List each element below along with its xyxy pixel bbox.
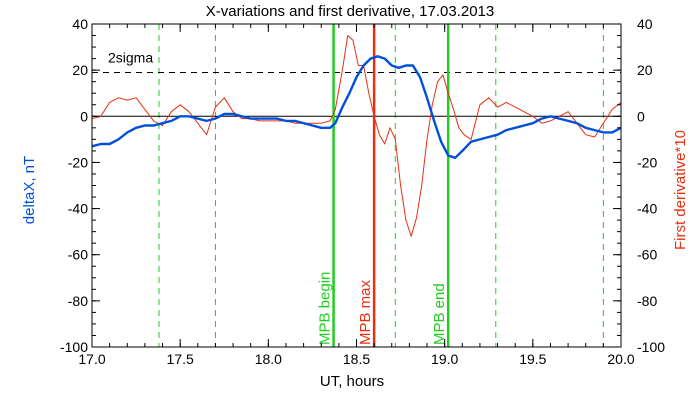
y-tick-label-left: 0 [80, 108, 88, 124]
marker-label: MPB max [357, 279, 374, 345]
y-tick-label-left: -20 [68, 154, 88, 170]
y-tick-label-right: 40 [637, 16, 653, 32]
y-tick-label-left: 40 [72, 16, 88, 32]
y-tick-label-right: -20 [637, 154, 657, 170]
y-tick-label-left: -40 [68, 201, 88, 217]
x-tick-label: 20.0 [607, 351, 634, 367]
x-tick-label: 19.0 [431, 351, 458, 367]
y-tick-label-left: -100 [60, 339, 88, 355]
y-tick-label-left: -60 [68, 247, 88, 263]
reference-lines: 2sigma [92, 49, 621, 117]
series-line [91, 35, 622, 237]
marker-label: MPB end [431, 283, 448, 345]
dashed-markers [158, 24, 604, 347]
x-tick-label: 19.5 [519, 351, 546, 367]
y-axis-left-label: deltaX, nT [21, 156, 38, 224]
series-lines [91, 35, 622, 237]
y-tick-label-right: -100 [637, 339, 665, 355]
event-markers: MPB begin MPB max MPB end [317, 24, 450, 347]
y-tick-label-right: -60 [637, 247, 657, 263]
x-tick-label: 18.5 [343, 351, 370, 367]
chart-title: X-variations and first derivative, 17.03… [206, 3, 495, 20]
x-tick-label: 18.0 [255, 351, 282, 367]
marker-label: MPB begin [317, 272, 334, 345]
ticks [91, 23, 622, 348]
y-axis-right-label: First derivative*10 [672, 130, 689, 250]
tick-labels: 17.0 17.5 18.0 18.5 19.0 19.5 20.0 40 40 20 20 0 0 -2… [60, 16, 665, 367]
x-axis-label: UT, hours [320, 373, 384, 390]
y-tick-label-left: 20 [72, 62, 88, 78]
y-tick-label-right: 0 [637, 108, 645, 124]
y-tick-label-right: -80 [637, 293, 657, 309]
y-tick-label-left: -80 [68, 293, 88, 309]
y-tick-label-right: 20 [637, 62, 653, 78]
sigma-label: 2sigma [108, 49, 153, 65]
y-tick-label-right: -40 [637, 201, 657, 217]
x-tick-label: 17.0 [78, 351, 105, 367]
series-line [91, 55, 622, 160]
x-tick-label: 17.5 [167, 351, 194, 367]
